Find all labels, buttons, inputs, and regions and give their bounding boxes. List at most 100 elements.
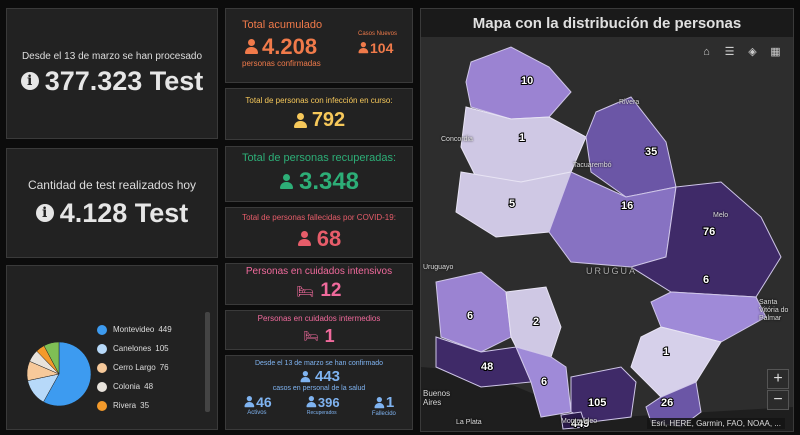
total-acumulado-title: Total acumulado [242, 19, 323, 31]
cti-panel: Personas en cuidados intensivos 🛏 12 [225, 263, 413, 305]
legend-value: 35 [140, 401, 150, 410]
map-panel: Mapa con la distribución de personas 10 … [420, 8, 794, 432]
tests-total-caption: Desde el 13 de marzo se han procesado [21, 50, 203, 62]
casos-nuevos-value: 104 [370, 40, 394, 56]
map-canvas[interactable]: 10 1 35 5 16 76 6 6 2 48 6 1 105 26 449 [421, 37, 793, 431]
person-icon [374, 396, 385, 409]
dept-count: 6 [703, 274, 709, 286]
fallecidas-value: 68 [316, 226, 342, 251]
dept-count: 10 [521, 75, 533, 87]
place-label: Uruguayo [423, 264, 454, 271]
dept-count: 35 [645, 146, 657, 158]
place-label: Santa Vitória do Palmar [759, 299, 789, 322]
dept-count: 449 [571, 418, 589, 430]
dept-count: 1 [519, 132, 525, 144]
place-label: Montevideo [561, 418, 598, 425]
person-icon [297, 231, 311, 247]
legend-scrollbar[interactable] [205, 312, 210, 412]
basemap-icon[interactable]: ▦ [770, 46, 781, 58]
pie-slice-otros[interactable] [43, 341, 60, 375]
legend-dot [97, 362, 107, 373]
intermedios-panel: Personas en cuidados intermedios 🛏 1 [225, 310, 413, 350]
distribution-panel: Montevideo 449 Canelones 105 Cerro Largo 76 Co… [6, 265, 218, 430]
place-label: Concordia [441, 136, 473, 143]
dept-count: 48 [481, 361, 493, 373]
person-icon [279, 174, 293, 190]
recuperados-label: Recuperados [306, 410, 337, 416]
tests-today-caption: Cantidad de test realizados hoy [27, 177, 197, 192]
salud-panel: Desde el 13 de marzo se han confirmado 4… [225, 355, 413, 430]
tests-today-panel: Cantidad de test realizados hoy i 4.128 T… [6, 148, 218, 258]
legend-dot [97, 343, 107, 354]
map-toolbar: ⌂ ☰ ◈ ▦ [697, 42, 785, 61]
salud-line1: Desde el 13 de marzo se han confirmado [254, 360, 384, 367]
dept-count: 26 [661, 397, 673, 409]
list-icon[interactable]: ☰ [724, 46, 735, 58]
recuperadas-panel: Total de personas recuperadas: 3.348 [225, 146, 413, 202]
fallecidas-panel: Total de personas fallecidas por COVID-1… [225, 207, 413, 258]
recuperadas-title: Total de personas recuperadas: [241, 152, 397, 164]
dept-count: 76 [703, 226, 715, 238]
intermedios-value: 1 [324, 325, 335, 346]
legend-dot [97, 324, 107, 335]
fallecidas-title: Total de personas fallecidas por COVID-1… [242, 213, 396, 222]
department-montevideo[interactable] [560, 411, 587, 430]
fallecido-value: 1 [385, 394, 395, 411]
infeccion-title: Total de personas con infección en curso… [245, 96, 393, 105]
dept-count: 105 [588, 397, 606, 409]
place-label: URUGUA [586, 266, 638, 276]
person-icon [244, 39, 258, 55]
cti-value: 12 [320, 280, 342, 301]
legend-item: Colonia 48 [97, 377, 172, 396]
legend-item: Rivera 35 [97, 396, 172, 415]
legend-name: Canelones [113, 344, 152, 353]
legend-value: 449 [158, 325, 172, 334]
person-icon [293, 112, 307, 129]
legend-item: Cerro Largo 76 [97, 358, 172, 377]
zoom-out-button[interactable]: − [767, 390, 789, 410]
legend-name: Montevideo [113, 325, 155, 334]
salud-line2: casos en personal de la salud [272, 385, 366, 392]
person-icon [358, 42, 369, 54]
tests-today-value: 4.128 Test [59, 197, 189, 228]
legend-value: 48 [144, 382, 154, 391]
bed-icon: 🛏 [303, 329, 319, 343]
infeccion-value: 792 [311, 109, 346, 131]
activos-label: Activos [247, 410, 267, 416]
total-acumulado-panel: Total acumulado 4.208 personas confirmad… [225, 8, 413, 83]
river-plate [421, 367, 793, 431]
zoom-in-button[interactable]: + [767, 369, 789, 389]
person-icon [300, 370, 311, 383]
person-icon [306, 396, 317, 408]
salud-value: 443 [314, 368, 341, 385]
map-title: Mapa con la distribución de personas [421, 9, 793, 37]
legend-item: Montevideo 449 [97, 320, 172, 339]
legend-name: Cerro Largo [113, 363, 156, 372]
recuperados-value: 396 [317, 394, 340, 410]
info-icon: i [35, 204, 54, 222]
place-label: Buenos Aires [423, 389, 451, 407]
home-icon[interactable]: ⌂ [703, 45, 710, 58]
legend-value: 76 [159, 363, 169, 372]
legend-name: Colonia [113, 382, 141, 391]
legend-name: Rivera [113, 401, 137, 410]
legend-dot [97, 400, 107, 411]
casos-nuevos-label: Casos Nuevos [358, 31, 398, 37]
activos-value: 46 [256, 394, 272, 410]
cti-title: Personas en cuidados intensivos [245, 266, 393, 277]
pie-chart [26, 341, 92, 407]
intermedios-title: Personas en cuidados intermedios [257, 313, 381, 323]
place-label: Tacuarembó [573, 162, 612, 169]
map-attribution: Esri, HERE, Garmin, FAO, NOAA, ... [647, 418, 785, 429]
person-icon [244, 396, 255, 408]
infeccion-panel: Total de personas con infección en curso… [225, 88, 413, 140]
recuperadas-value: 3.348 [298, 168, 360, 195]
department-canelones[interactable] [570, 366, 637, 423]
dept-count: 5 [509, 198, 515, 210]
dept-count: 16 [621, 200, 633, 212]
total-acumulado-value: 4.208 [262, 34, 318, 59]
layers-icon[interactable]: ◈ [748, 46, 757, 58]
pie-slice-montevideo[interactable] [43, 341, 92, 407]
info-icon: i [20, 72, 39, 90]
